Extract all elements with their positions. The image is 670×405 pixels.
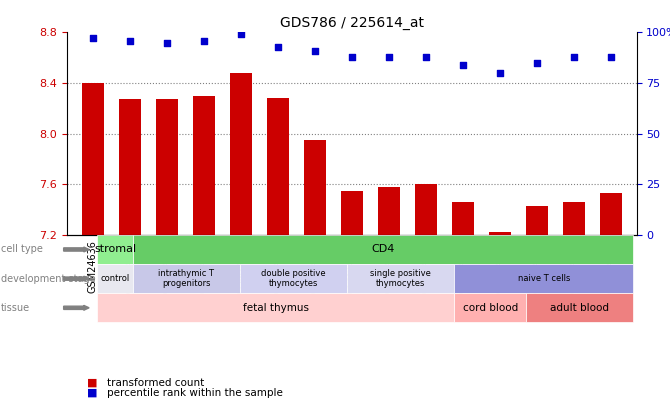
Bar [119, 100, 141, 235]
Text: stromal: stromal [94, 245, 136, 254]
Bar [230, 73, 252, 235]
Text: double positive
thymocytes: double positive thymocytes [261, 269, 326, 288]
Bar [340, 191, 363, 235]
Bar [563, 202, 585, 235]
Text: cell type: cell type [1, 245, 43, 254]
Text: naive T cells: naive T cells [518, 274, 570, 283]
Bar [525, 206, 548, 235]
Text: development stage: development stage [1, 274, 95, 284]
Bar [600, 193, 622, 235]
Bar [267, 98, 289, 235]
Point [605, 53, 616, 60]
Point [494, 70, 505, 76]
Text: intrathymic T
progenitors: intrathymic T progenitors [159, 269, 214, 288]
Bar [488, 232, 511, 235]
Point [235, 31, 246, 38]
Point [125, 37, 135, 44]
Bar [82, 83, 104, 235]
Text: ■: ■ [87, 388, 98, 398]
Text: cord blood: cord blood [462, 303, 518, 313]
Bar [452, 202, 474, 235]
Title: GDS786 / 225614_at: GDS786 / 225614_at [280, 16, 423, 30]
Bar [304, 140, 326, 235]
Text: CD4: CD4 [371, 245, 395, 254]
Text: single positive
thymocytes: single positive thymocytes [371, 269, 431, 288]
Text: fetal thymus: fetal thymus [243, 303, 309, 313]
Point [88, 35, 98, 42]
Point [310, 47, 320, 54]
Point [568, 53, 579, 60]
Bar [193, 96, 215, 235]
Text: adult blood: adult blood [550, 303, 609, 313]
Text: ■: ■ [87, 378, 98, 388]
Point [420, 53, 431, 60]
Bar [155, 100, 178, 235]
Text: control: control [100, 274, 129, 283]
Point [161, 39, 172, 46]
Text: percentile rank within the sample: percentile rank within the sample [107, 388, 283, 398]
Bar [378, 187, 400, 235]
Bar [415, 184, 437, 235]
Point [346, 53, 357, 60]
Text: transformed count: transformed count [107, 378, 204, 388]
Point [273, 43, 283, 50]
Point [458, 62, 468, 68]
Text: tissue: tissue [1, 303, 29, 313]
Point [198, 37, 209, 44]
Point [531, 60, 542, 66]
Point [383, 53, 394, 60]
